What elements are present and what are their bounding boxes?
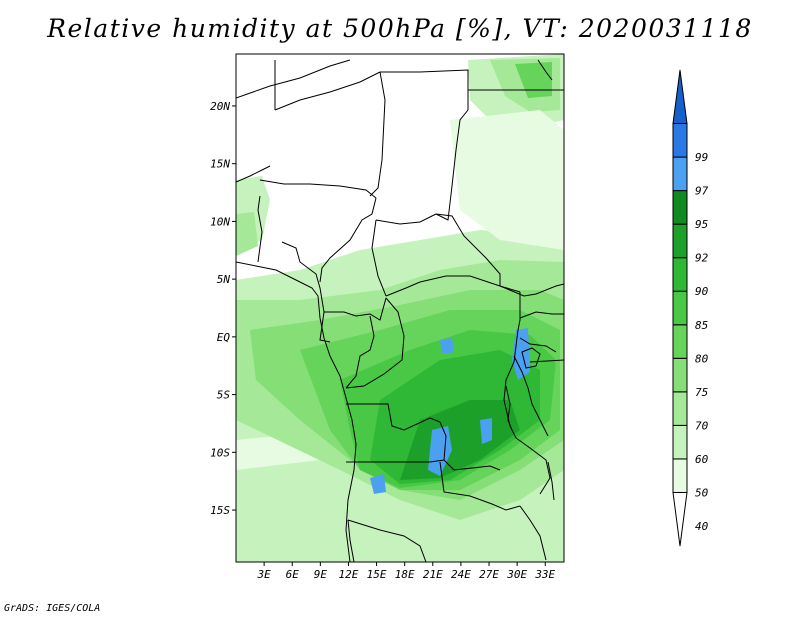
lon-tick-label: 18E [395,568,415,581]
border-line [236,165,271,183]
map-frame [235,53,565,563]
lat-tick-label: 5N [217,273,231,286]
colorbar-label: 70 [695,419,709,432]
coastline-line [236,261,357,562]
humidity-contour [515,62,552,98]
map-axes: 20N 15N 10N 5N EQ 5S 10S 15S 3E 6E 9E 12E 15E 18E 21E 2… [210,100,555,581]
border-line [375,213,437,225]
colorbar-segment [672,424,688,460]
colorbar-segment [672,391,688,426]
border-line [369,71,386,197]
border-line [259,179,377,199]
colorbar-label: 90 [695,285,709,298]
lon-tick-label: 30E [506,568,527,581]
colorbar-segment [672,357,688,393]
humidity-contour [480,418,492,444]
border-line [519,505,547,561]
coastline [236,261,555,562]
humidity-contour [236,212,258,256]
lake-malawi [547,461,555,501]
lake-tanganyika [505,385,513,431]
lat-tick-label: EQ [217,331,231,344]
humidity-field [236,54,564,562]
country-borders [236,59,564,562]
colorbar-label: 40 [695,520,709,533]
colorbar-segment [672,190,688,225]
border-line [380,69,469,110]
colorbar-label: 92 [695,252,709,265]
border-line [257,195,263,263]
lon-tick-label: 9E [314,568,328,581]
colorbar-label: 75 [695,386,708,399]
colorbar-label: 60 [695,453,709,466]
map-title: Relative humidity at 500hPa [%], VT: 202… [47,14,753,43]
colorbar-label: 80 [695,352,709,365]
humidity-contour [450,110,564,250]
lake-victoria [521,347,541,369]
lat-tick-label: 10S [210,446,230,459]
border-line [236,59,351,99]
lon-tick-label: 24E [451,568,471,581]
colorbar-segment [672,290,688,326]
colorbar-segment [672,223,688,259]
border-line [347,519,355,562]
colorbar-segment [672,324,688,359]
lon-tick-label: 12E [339,568,359,581]
colorbar-segment [672,458,688,493]
border-line [345,315,375,389]
lat-tick-label: 15S [210,504,230,517]
border-line [347,519,427,562]
border-line [435,213,501,286]
grads-credit: GrADS: IGES/COLA [4,603,101,614]
colorbar-segment [672,257,688,292]
border-line [371,219,387,297]
humidity-contour [370,474,386,494]
border-line [529,359,564,363]
lat-tick-label: 15N [210,158,230,171]
border-line [515,437,551,495]
colorbar-label: 95 [695,218,708,231]
border-line [439,461,521,511]
border-line [499,283,564,297]
border-line [513,355,549,437]
colorbar-label: 99 [695,151,708,164]
colorbar-segment [672,69,688,125]
lon-tick-label: 33E [534,568,555,581]
border-line [319,197,377,283]
lon-tick-label: 15E [367,568,387,581]
border-line [319,311,331,343]
border-line [346,459,445,463]
border-line [439,421,501,471]
colorbar-label: 50 [695,486,709,499]
colorbar-segment [672,491,688,547]
colorbar-segment [672,156,688,192]
border-line [519,311,564,319]
lat-tick-label: 20N [210,100,230,113]
colorbar-segment [672,123,688,158]
lon-tick-label: 6E [286,568,300,581]
lon-tick-label: 27E [479,568,499,581]
border-line [537,59,553,81]
lat-tick-label: 5S [217,389,231,402]
border-line [345,297,405,389]
border-line [519,337,557,353]
border-line [346,403,441,431]
border-line [435,109,469,221]
lon-tick-label: 3E [256,568,271,581]
lat-tick-label: 10N [210,215,230,228]
colorbar-label: 85 [695,319,708,332]
colorbar: 40 50 60 70 75 80 85 90 92 95 97 99 [672,69,709,547]
humidity-contour [440,338,454,354]
border-line [281,241,321,289]
lon-tick-label: 21E [423,568,443,581]
colorbar-label: 97 [695,185,709,198]
border-line [274,71,381,111]
